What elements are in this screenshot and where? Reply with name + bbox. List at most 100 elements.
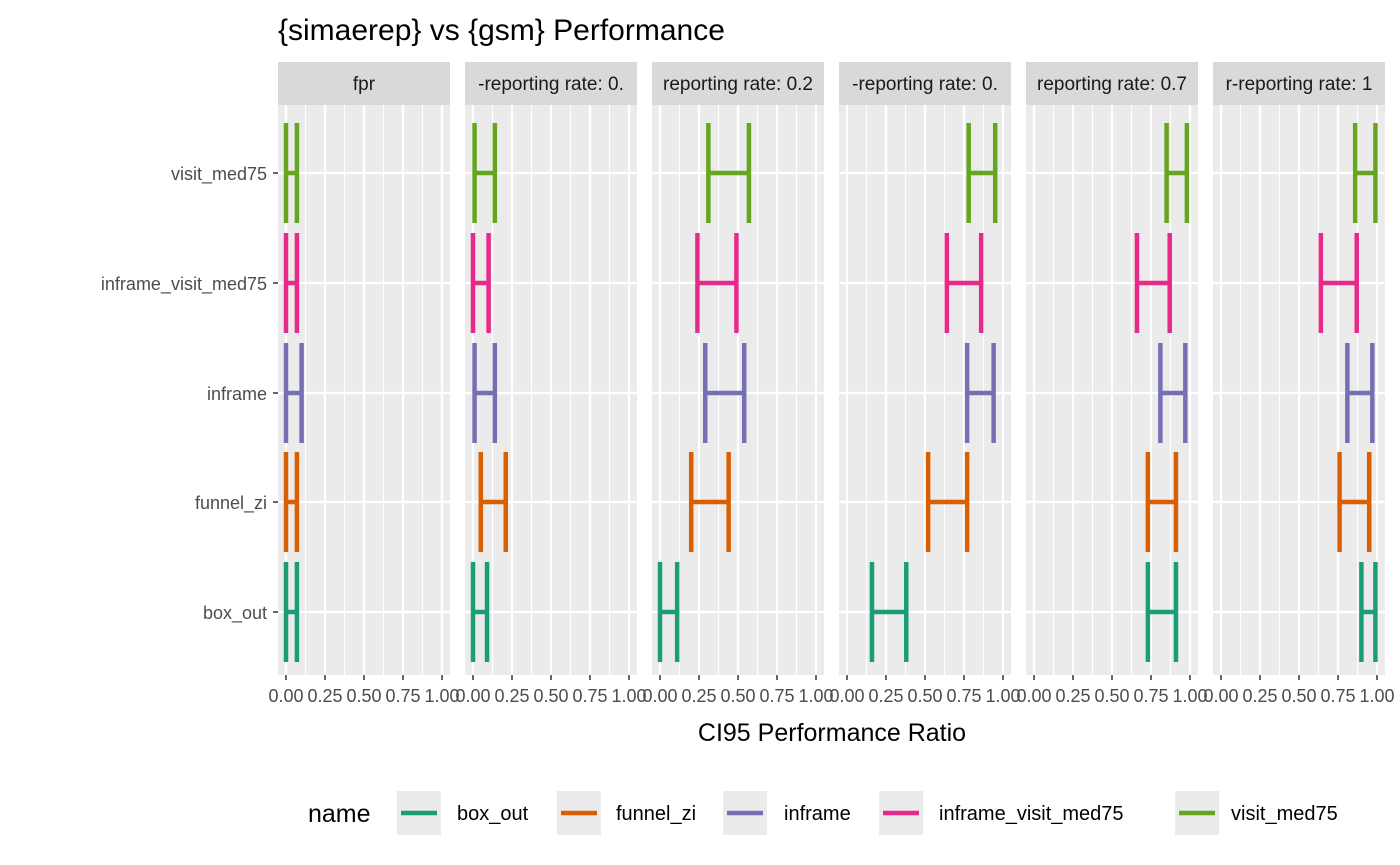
errorbar-funnel-zi bbox=[1337, 452, 1372, 552]
errorbar-visit-med75 bbox=[966, 123, 998, 223]
legend-label: box_out bbox=[457, 803, 529, 825]
x-tick-label: 0.25 bbox=[494, 686, 529, 706]
x-tick-label: 0.25 bbox=[1055, 686, 1090, 706]
facet-strip bbox=[1026, 62, 1198, 105]
errorbar-funnel-zi bbox=[925, 452, 970, 552]
facet-strip bbox=[278, 62, 450, 105]
errorbar-funnel-zi bbox=[688, 452, 731, 552]
y-tick-label: visit_med75 bbox=[171, 164, 267, 185]
x-tick-label: 0.50 bbox=[907, 686, 942, 706]
x-tick-label: 1.00 bbox=[424, 686, 459, 706]
errorbar-visit-med75 bbox=[472, 123, 498, 223]
panel-5: reporting rate: 0.7 0.00 0.25 0.50 0.75 1.00 bbox=[1016, 62, 1208, 706]
errorbar-inframe bbox=[964, 343, 996, 443]
errorbar-funnel-zi bbox=[478, 452, 509, 552]
x-tick-label: 0.50 bbox=[1094, 686, 1129, 706]
facet-strip-label: reporting rate: 0.7 bbox=[1037, 74, 1187, 95]
x-tick-label: 0.25 bbox=[868, 686, 903, 706]
legend-item-visit-med75: visit_med75 bbox=[1175, 791, 1338, 835]
errorbar-inframe bbox=[1158, 343, 1188, 443]
y-tick-label: inframe_visit_med75 bbox=[101, 274, 267, 295]
legend-label: visit_med75 bbox=[1231, 803, 1338, 825]
x-tick-label: 0.00 bbox=[455, 686, 490, 706]
legend-label: inframe bbox=[784, 803, 851, 825]
legend-label: funnel_zi bbox=[616, 803, 696, 825]
errorbar-inframe bbox=[702, 343, 747, 443]
legend-title: name bbox=[308, 800, 371, 828]
x-tick-label: 1.00 bbox=[611, 686, 646, 706]
errorbar-inframe bbox=[472, 343, 498, 443]
panel-3: reporting rate: 0.2 0.00 0.25 0.50 0.75 1.00 bbox=[642, 62, 834, 706]
facet-strip-label: -reporting rate: 0. bbox=[852, 74, 998, 95]
legend: name box_out funnel_zi inframe inframe_visi… bbox=[308, 791, 1338, 835]
errorbar-visit-med75 bbox=[1164, 123, 1190, 223]
x-axis-title: CI95 Performance Ratio bbox=[698, 719, 966, 747]
x-tick-label: 0.25 bbox=[1242, 686, 1277, 706]
legend-item-inframe-visit-med75: inframe_visit_med75 bbox=[879, 791, 1124, 835]
facet-strip-label: -reporting rate: 0. bbox=[478, 74, 624, 95]
x-tick-label: 1.00 bbox=[798, 686, 833, 706]
panel-2: -reporting rate: 0. 0.00 0.25 0.50 0.75 1.00 bbox=[455, 62, 647, 706]
errorbar-visit-med75 bbox=[706, 123, 752, 223]
errorbar-visit-med75 bbox=[283, 123, 300, 223]
legend-item-box-out: box_out bbox=[397, 791, 529, 835]
legend-entries: box_out funnel_zi inframe inframe_visit_med… bbox=[397, 791, 1338, 835]
x-tick-label: 0.00 bbox=[642, 686, 677, 706]
facet-strip bbox=[652, 62, 824, 105]
facet-strip-label: fpr bbox=[353, 74, 376, 95]
facet-strip bbox=[1213, 62, 1385, 105]
x-tick-label: 0.75 bbox=[385, 686, 420, 706]
panel-4: -reporting rate: 0. 0.00 0.25 0.50 0.75 1.00 bbox=[829, 62, 1021, 706]
x-tick-label: 1.00 bbox=[1359, 686, 1394, 706]
legend-item-funnel-zi: funnel_zi bbox=[557, 791, 696, 835]
errorbar-box-out bbox=[869, 562, 909, 662]
y-tick-label: box_out bbox=[203, 603, 267, 624]
errorbar-box-out bbox=[657, 562, 680, 662]
x-tick-label: 1.00 bbox=[1172, 686, 1207, 706]
x-tick-label: 0.50 bbox=[346, 686, 381, 706]
legend-label: inframe_visit_med75 bbox=[939, 803, 1124, 825]
legend-item-inframe: inframe bbox=[723, 791, 851, 835]
x-tick-label: 1.00 bbox=[985, 686, 1020, 706]
x-tick-label: 0.00 bbox=[268, 686, 303, 706]
x-tick-label: 0.75 bbox=[572, 686, 607, 706]
errorbar-box-out bbox=[283, 562, 300, 662]
x-tick-label: 0.50 bbox=[533, 686, 568, 706]
x-tick-label: 0.00 bbox=[829, 686, 864, 706]
panel-1: fpr 0.00 0.25 0.50 0.75 1.00 bbox=[268, 62, 460, 706]
errorbar-box-out bbox=[1145, 562, 1179, 662]
errorbar-inframe-visit-med75 bbox=[1134, 233, 1172, 333]
errorbar-inframe-visit-med75 bbox=[695, 233, 739, 333]
errorbar-visit-med75 bbox=[1352, 123, 1378, 223]
facet-strip-label: r-reporting rate: 1 bbox=[1226, 74, 1373, 95]
x-tick-label: 0.50 bbox=[1281, 686, 1316, 706]
x-tick-label: 0.25 bbox=[681, 686, 716, 706]
panel-6: r-reporting rate: 1 0.00 0.25 0.50 0.75 1.00 bbox=[1203, 62, 1395, 706]
errorbar-inframe bbox=[1345, 343, 1375, 443]
errorbar-inframe-visit-med75 bbox=[1318, 233, 1359, 333]
x-tick-label: 0.50 bbox=[720, 686, 755, 706]
facet-strip-label: reporting rate: 0.2 bbox=[663, 74, 813, 95]
x-tick-label: 0.25 bbox=[307, 686, 342, 706]
errorbar-inframe-visit-med75 bbox=[470, 233, 491, 333]
errorbar-inframe-visit-med75 bbox=[283, 233, 300, 333]
x-tick-label: 0.75 bbox=[759, 686, 794, 706]
errorbar-inframe-visit-med75 bbox=[944, 233, 984, 333]
x-tick-label: 0.00 bbox=[1203, 686, 1238, 706]
x-tick-label: 0.75 bbox=[1320, 686, 1355, 706]
errorbar-inframe bbox=[283, 343, 304, 443]
y-tick-label: funnel_zi bbox=[195, 493, 267, 514]
errorbar-box-out bbox=[470, 562, 490, 662]
facet-strip bbox=[839, 62, 1011, 105]
chart-title: {simaerep} vs {gsm} Performance bbox=[278, 14, 725, 47]
facet-strip bbox=[465, 62, 637, 105]
errorbar-funnel-zi bbox=[283, 452, 300, 552]
y-tick-label: inframe bbox=[207, 384, 267, 404]
x-tick-label: 0.75 bbox=[946, 686, 981, 706]
x-tick-label: 0.00 bbox=[1016, 686, 1051, 706]
errorbar-box-out bbox=[1359, 562, 1378, 662]
x-tick-label: 0.75 bbox=[1133, 686, 1168, 706]
